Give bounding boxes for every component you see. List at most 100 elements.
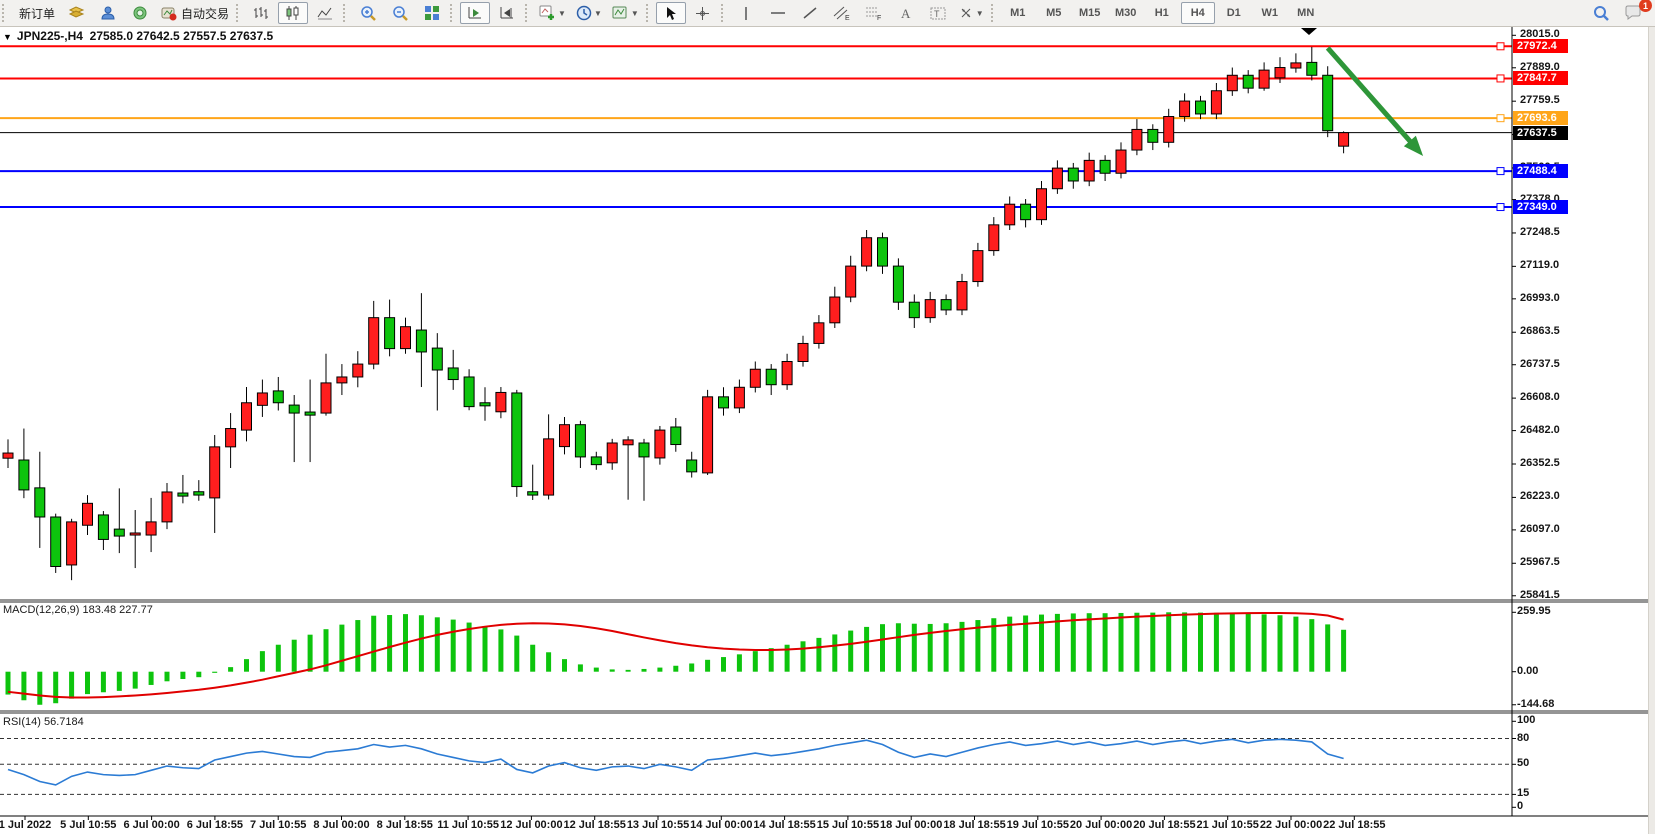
indicators-icon [539,5,556,21]
tab-timeframe-M1[interactable]: M1 [1010,7,1026,19]
macd-histogram-bar [752,651,758,672]
candle-body [479,402,491,407]
cursor-button[interactable] [655,2,686,24]
toolbar-grip [525,4,532,22]
equidistant-channel-icon: E [833,6,850,21]
fibonacci-button[interactable]: F [859,2,889,24]
text-button[interactable]: A [891,2,921,24]
svg-text:F: F [877,15,881,21]
notifications-button[interactable]: 1 [1618,0,1652,24]
tab-timeframe-M15[interactable]: M15 [1079,7,1101,19]
auto-scroll-button[interactable] [460,2,491,24]
macd-signal-line [7,611,1344,699]
chat-bubble-icon [1624,5,1642,21]
candle-body [654,429,666,459]
macd-histogram-bar [387,615,393,672]
auto-scroll-icon [467,5,483,21]
zoom-in-button[interactable] [353,2,383,24]
bar-chart-button[interactable] [246,2,276,24]
macd-histogram-bar [291,639,297,672]
navigator-button[interactable] [93,2,123,24]
tab-timeframe-W1[interactable]: W1 [1261,7,1278,19]
macd-histogram-bar [1134,612,1140,672]
horizontal-line-icon [770,7,786,19]
line-handle[interactable] [1496,203,1505,212]
templates-button[interactable]: ▼ [608,2,643,24]
line-handle[interactable] [1496,42,1505,51]
line-handle[interactable] [1496,114,1505,123]
vertical-line-icon [740,6,752,21]
trend-arrow-head[interactable] [1403,135,1424,156]
auto-trading-button[interactable]: 自动交易 [157,2,233,24]
macd-histogram-bar [244,659,249,672]
line-handle[interactable] [1496,74,1505,83]
new-order-button[interactable]: 新订单 [12,2,59,24]
line-handle[interactable] [1496,167,1505,176]
templates-dropdown-arrow[interactable]: ▼ [630,8,639,18]
macd-histogram-bar [69,671,75,699]
macd-histogram-bar [768,648,774,672]
macd-histogram-bar [673,665,679,672]
tab-timeframe-D1[interactable]: D1 [1226,7,1241,19]
svg-text:T: T [934,9,940,19]
macd-histogram-bar [1166,612,1172,672]
macd-histogram-bar [1023,615,1029,672]
trendline-button[interactable] [795,2,825,24]
horizontal-line-button[interactable] [763,2,793,24]
vertical-line-button[interactable] [731,2,761,24]
arrows-dropdown-arrow[interactable]: ▼ [975,8,984,18]
candle-body [256,392,268,406]
candle-body [1306,61,1318,76]
rsi-line [7,738,1344,786]
candle-body [447,367,459,381]
candle-body [877,237,888,267]
candle-body [1004,203,1016,226]
tab-timeframe-M30[interactable]: M30 [1115,7,1137,19]
macd-histogram-bar [1039,614,1044,672]
text-label-button[interactable]: T [923,2,953,24]
arrows-button[interactable]: ▼ [955,2,988,24]
toolbar-grip [990,4,998,22]
crosshair-button[interactable] [688,2,718,24]
macd-histogram-bar [37,671,43,705]
candlestick-chart-button[interactable] [278,2,309,24]
zoom-out-button[interactable] [385,2,415,24]
macd-histogram-bar [705,659,711,672]
candle-body [1020,203,1032,221]
candle-body [988,224,1000,252]
new-order-label: 新订单 [19,6,56,21]
tab-timeframe-H1[interactable]: H1 [1154,7,1169,19]
search-button[interactable] [1586,2,1616,24]
line-chart-button[interactable] [310,2,340,24]
trend-arrow-shaft[interactable] [1325,46,1418,149]
candle-body [1322,74,1334,132]
candle-body [129,532,141,536]
candle-body [702,396,714,474]
chart-shift-button[interactable] [492,2,522,24]
macd-histogram-bar [339,624,345,672]
macd-histogram-bar [641,668,647,672]
chart-shift-marker[interactable] [1301,28,1317,35]
periods-dropdown-arrow[interactable]: ▼ [593,8,602,18]
indicators-button[interactable]: ▼ [535,2,570,24]
indicators-dropdown-arrow[interactable]: ▼ [558,8,566,18]
candle-body [861,237,873,267]
macd-histogram-bar [625,669,631,672]
periods-button[interactable]: ▼ [572,2,606,24]
search-icon [1593,5,1610,22]
toolbar-grip [236,4,243,22]
candle-body [1258,69,1270,89]
candle-body [1051,167,1063,190]
candle-body [145,521,157,536]
chart-shift-icon [499,5,515,21]
equidistant-channel-button[interactable]: E [827,2,857,24]
terminal-button[interactable] [125,2,155,24]
tab-timeframe-MN[interactable]: MN [1297,7,1315,19]
tab-timeframe-M5[interactable]: M5 [1046,7,1062,19]
candle-body [320,382,332,414]
market-watch-button[interactable] [61,2,91,24]
tab-timeframe-H4[interactable]: H4 [1180,2,1215,24]
tile-windows-button[interactable] [417,2,447,24]
macd-histogram-bar [196,671,202,678]
